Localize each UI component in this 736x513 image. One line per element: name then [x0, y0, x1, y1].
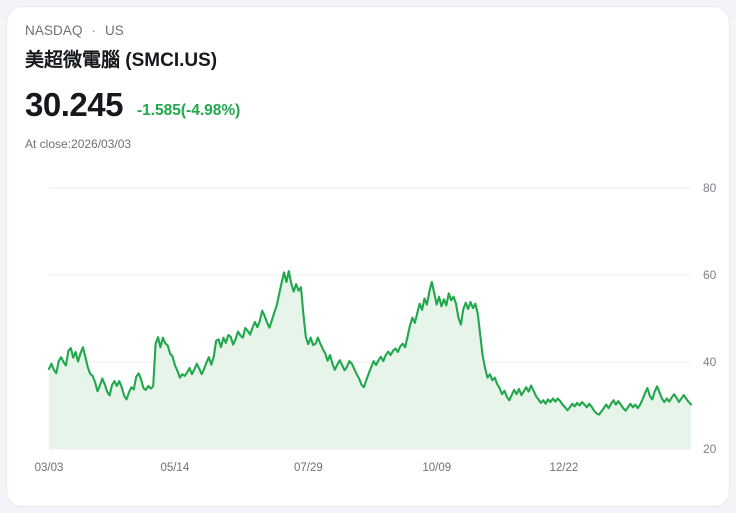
x-axis-tick-label: 12/22	[549, 462, 578, 474]
price-row: 30.245 -1.585(-4.98%)	[25, 88, 240, 121]
y-axis-tick-label: 20	[703, 442, 717, 456]
current-price: 30.245	[25, 86, 123, 123]
quote-header: NASDAQ · US 美超微電腦 (SMCI.US) 30.245 -1.58…	[25, 23, 240, 151]
y-axis-tick-label: 60	[703, 268, 717, 282]
x-axis-tick-label: 07/29	[294, 462, 323, 474]
y-axis-tick-label: 80	[703, 181, 717, 195]
separator-dot: ·	[91, 23, 97, 38]
price-chart[interactable]: 80 60 40 20 03/03 05/14 07/29 10/09 12/22	[7, 167, 731, 497]
page-title: 美超微電腦 (SMCI.US)	[25, 50, 218, 71]
region-label: US	[104, 23, 124, 38]
price-line	[47, 270, 693, 416]
y-axis-tick-label: 40	[703, 355, 717, 369]
x-axis-tick-label: 03/03	[35, 462, 64, 474]
price-change: -1.585(-4.98%)	[136, 101, 241, 119]
exchange-label: NASDAQ	[25, 23, 83, 38]
exchange-region-row: NASDAQ · US	[25, 23, 240, 38]
x-axis-tick-label: 10/09	[422, 462, 451, 474]
x-axis-tick-label: 05/14	[160, 462, 189, 474]
stock-quote-card: NASDAQ · US 美超微電腦 (SMCI.US) 30.245 -1.58…	[6, 6, 730, 507]
chart-canvas[interactable]: 80 60 40 20 03/03 05/14 07/29 10/09 12/22	[7, 167, 731, 497]
area-fill	[49, 271, 691, 449]
at-close-timestamp: At close:2026/03/03	[25, 137, 132, 151]
